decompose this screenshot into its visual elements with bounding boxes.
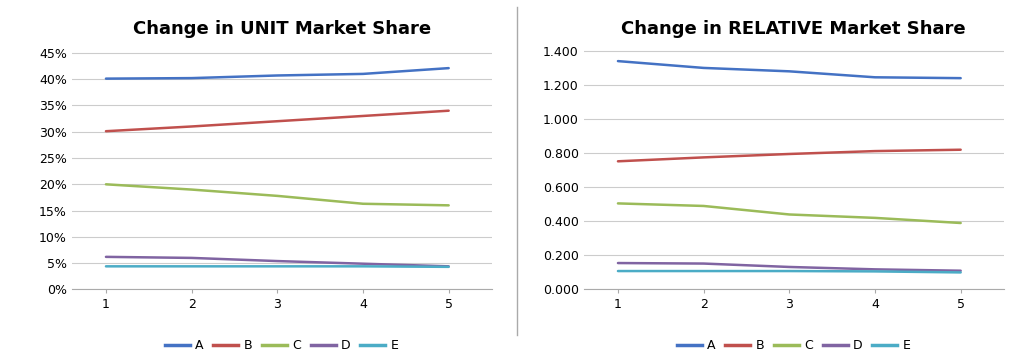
Legend: A, B, C, D, E: A, B, C, D, E bbox=[160, 334, 403, 353]
Title: Change in RELATIVE Market Share: Change in RELATIVE Market Share bbox=[622, 20, 966, 38]
Title: Change in UNIT Market Share: Change in UNIT Market Share bbox=[132, 20, 431, 38]
Legend: A, B, C, D, E: A, B, C, D, E bbox=[672, 334, 915, 353]
